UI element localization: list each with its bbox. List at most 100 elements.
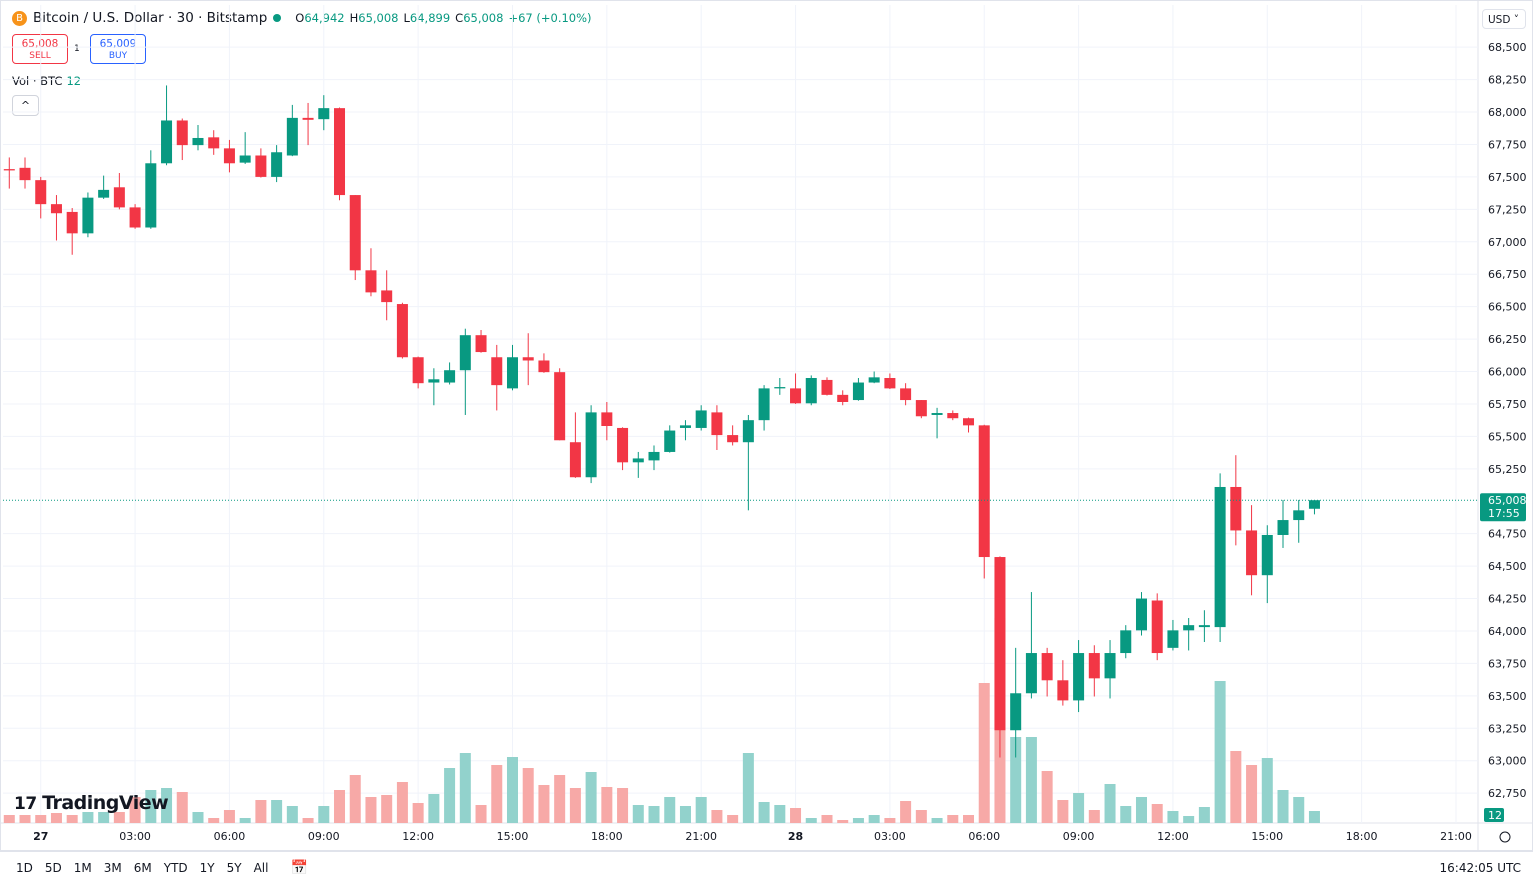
- y-tick-label: 65,250: [1488, 463, 1527, 476]
- volume-bar: [349, 775, 361, 823]
- candle-body: [837, 394, 849, 402]
- settings-icon: [1499, 831, 1511, 843]
- candle-body: [1151, 600, 1163, 654]
- volume-bar: [129, 797, 141, 823]
- ohlc-label: H: [349, 11, 359, 25]
- y-tick-label: 65,500: [1488, 430, 1527, 443]
- ohlc-item: C65,008: [455, 11, 503, 25]
- ohlc-label: L: [403, 11, 410, 25]
- currency-select[interactable]: USD ˅: [1482, 9, 1526, 29]
- symbol[interactable]: Bitcoin / U.S. Dollar · 30 · Bitstamp: [33, 10, 268, 26]
- y-tick-label: 66,500: [1488, 301, 1527, 314]
- timeframe[interactable]: YTD: [163, 861, 188, 875]
- volume-bar: [396, 782, 408, 823]
- currency: USD: [1488, 14, 1511, 26]
- y-tick-label: 63,250: [1488, 722, 1527, 735]
- x-tick-label: 03:00: [119, 830, 151, 843]
- candle-body: [1293, 510, 1305, 521]
- volume-bar: [1261, 758, 1273, 823]
- candle-body: [1198, 625, 1210, 628]
- candle-body: [617, 427, 629, 463]
- x-tick-label: 28: [788, 830, 803, 843]
- y-tick-label: 67,000: [1488, 236, 1527, 249]
- y-tick-label: 64,750: [1488, 528, 1527, 541]
- candle-body: [900, 388, 912, 401]
- x-tick-label: 12:00: [1157, 830, 1189, 843]
- timeframe[interactable]: 1Y: [199, 861, 215, 875]
- candle-body: [994, 557, 1006, 731]
- volume-value-box: [1484, 808, 1504, 822]
- timeframe[interactable]: 3M: [103, 861, 122, 875]
- volume-bar: [161, 788, 173, 823]
- volume-bar: [302, 818, 314, 823]
- volume-bar: [648, 806, 660, 823]
- y-tick-label: 68,250: [1488, 74, 1527, 87]
- x-tick-label: 15:00: [1251, 830, 1283, 843]
- volume-bar: [900, 801, 912, 823]
- timeframe[interactable]: 5Y: [226, 861, 242, 875]
- x-tick-label: 06:00: [214, 830, 246, 843]
- candle-body: [349, 195, 361, 271]
- timeframe[interactable]: 5D: [44, 861, 62, 875]
- x-tick-label: 03:00: [874, 830, 906, 843]
- x-tick-label: 21:00: [685, 830, 717, 843]
- volume-bar: [82, 812, 94, 823]
- volume-bar: [444, 768, 456, 823]
- buy-label: BUY: [108, 51, 128, 61]
- countdown: 17:55: [1488, 507, 1520, 520]
- volume-bar: [98, 812, 110, 823]
- volume-bar: [978, 683, 990, 823]
- volume-bar: [1041, 771, 1053, 823]
- x-tick-label: 09:00: [1063, 830, 1095, 843]
- volume-bar: [66, 815, 78, 823]
- ohlc-item: O64,942: [295, 11, 344, 25]
- volume-bar: [664, 797, 676, 823]
- volume-bar: [506, 757, 518, 823]
- y-tick-label: 63,000: [1488, 755, 1527, 768]
- volume-bar: [1214, 681, 1226, 823]
- candle-body: [1010, 693, 1022, 731]
- chart: 62,750 63,000 63,250 63,500 63,750 64,000 64,2…: [0, 0, 1533, 851]
- volume-bar: [145, 790, 157, 823]
- timeframe[interactable]: 6M: [133, 861, 152, 875]
- x-tick-label: 06:00: [968, 830, 1000, 843]
- volume-bar: [286, 806, 298, 823]
- candle-body: [491, 357, 503, 386]
- y-tick-label: 67,250: [1488, 203, 1527, 216]
- x-tick-label: 21:00: [1440, 830, 1472, 843]
- volume-bar: [915, 810, 927, 823]
- candle-body: [208, 137, 220, 149]
- volume-bar: [1198, 807, 1210, 823]
- timeframe[interactable]: 1D: [16, 861, 33, 875]
- volume-bar: [695, 797, 707, 823]
- timeframe[interactable]: All: [253, 861, 269, 875]
- y-tick-label: 63,750: [1488, 657, 1527, 670]
- y-tick-label: 65,750: [1488, 398, 1527, 411]
- candle-body: [1088, 653, 1100, 679]
- volume-axis-label: 12: [1488, 809, 1502, 822]
- candle-body: [868, 377, 880, 383]
- candle-body: [821, 379, 833, 395]
- candle-body: [569, 442, 581, 478]
- candle-body: [758, 388, 770, 421]
- volume-bar: [758, 802, 770, 823]
- candle-body: [915, 400, 927, 417]
- date-range-icon[interactable]: 📅: [290, 860, 308, 876]
- volume-bar: [475, 805, 487, 823]
- candle-body: [223, 148, 235, 164]
- candle-body: [66, 211, 78, 234]
- candle-body: [947, 413, 959, 419]
- y-tick-label: 67,750: [1488, 138, 1527, 151]
- volume-bar: [1183, 816, 1195, 823]
- coin-icon: B: [12, 10, 27, 26]
- candle-body: [852, 382, 864, 401]
- sell-label: SELL: [29, 51, 51, 61]
- candle-body: [554, 372, 566, 441]
- timeframe[interactable]: 1M: [73, 861, 92, 875]
- ohlc-value: 65,008: [463, 11, 504, 25]
- x-tick-label: 18:00: [1346, 830, 1378, 843]
- y-tick-label: 67,500: [1488, 171, 1527, 184]
- volume-bar: [1293, 797, 1305, 823]
- collapse-button[interactable]: ^: [12, 95, 39, 116]
- ohlc-value: 64,899: [409, 11, 451, 25]
